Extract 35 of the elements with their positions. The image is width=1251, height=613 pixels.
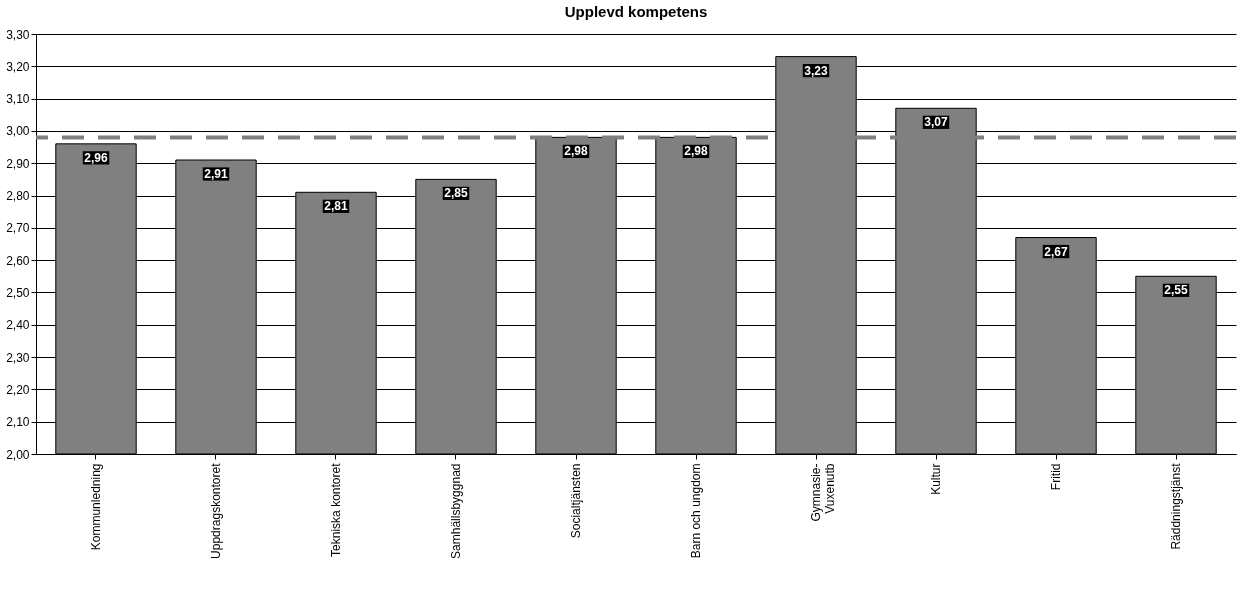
x-tick-label: Barn och ungdom	[689, 463, 703, 559]
x-tick-label: Fritid	[1049, 463, 1063, 491]
y-tick-label: 2,90	[6, 156, 30, 171]
y-tick-label: 2,70	[6, 221, 30, 236]
y-tick-label: 2,10	[6, 415, 30, 430]
x-tick-label: Kommunledning	[89, 463, 103, 551]
x-tick-label: Socialtjänsten	[569, 463, 583, 539]
y-tick-label: 2,20	[6, 382, 30, 397]
y-tick-label: 3,30	[6, 27, 30, 42]
data-label: 2,98	[684, 144, 708, 159]
x-tick-label: Samhällsbyggnad	[449, 463, 463, 559]
x-tick-label: Tekniska kontoret	[329, 462, 343, 557]
x-tick-label: Gymnasie- Vuxenutb	[809, 463, 837, 522]
data-label: 3,07	[924, 115, 948, 130]
data-label: 2,55	[1164, 283, 1188, 298]
y-tick-label: 2,80	[6, 189, 30, 204]
y-tick-label: 3,20	[6, 59, 30, 74]
y-tick-label: 2,30	[6, 350, 30, 365]
y-tick-label: 2,40	[6, 318, 30, 333]
x-tick-label: Kultur	[929, 463, 943, 495]
x-tick-label: Uppdragskontoret	[209, 462, 223, 559]
x-tick-label: Räddningstjänst	[1169, 462, 1183, 550]
y-tick-label: 2,00	[6, 447, 30, 462]
y-tick-label: 3,10	[6, 92, 30, 107]
chart-title: Upplevd kompetens	[564, 3, 708, 20]
data-label: 2,81	[324, 199, 348, 214]
y-tick-label: 2,50	[6, 285, 30, 300]
data-label: 3,23	[804, 63, 828, 78]
y-tick-label: 2,60	[6, 253, 30, 268]
y-tick-label: 3,00	[6, 124, 30, 139]
data-label: 2,85	[444, 186, 468, 201]
data-label: 2,67	[1044, 244, 1068, 259]
data-label: 2,91	[204, 167, 228, 181]
data-label: 2,96	[84, 150, 108, 165]
data-label: 2,98	[564, 144, 588, 159]
